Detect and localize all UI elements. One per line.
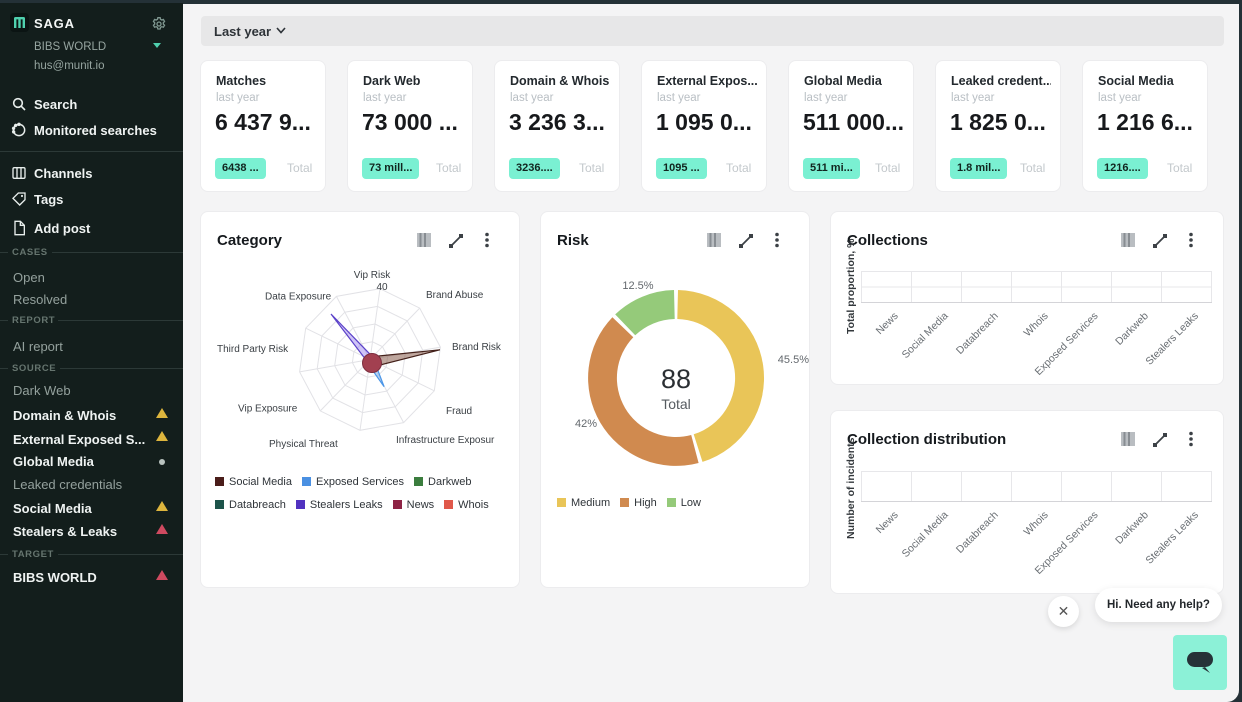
svg-text:Brand Risk: Brand Risk: [452, 342, 502, 353]
svg-text:88: 88: [661, 364, 691, 394]
svg-text:Brand Abuse: Brand Abuse: [426, 290, 484, 301]
svg-text:Physical Threat: Physical Threat: [269, 439, 338, 450]
svg-text:Third Party Risk: Third Party Risk: [217, 344, 289, 355]
svg-text:Total: Total: [661, 396, 691, 412]
svg-text:Data Exposure: Data Exposure: [265, 292, 332, 303]
svg-text:Infrastructure Exposur: Infrastructure Exposur: [396, 435, 495, 446]
svg-text:Vip Risk: Vip Risk: [354, 270, 391, 281]
svg-text:12.5%: 12.5%: [622, 280, 653, 292]
svg-text:42%: 42%: [575, 418, 597, 430]
svg-text:Vip Exposure: Vip Exposure: [238, 404, 298, 415]
svg-text:45.5%: 45.5%: [778, 354, 809, 366]
svg-text:Fraud: Fraud: [446, 406, 472, 417]
svg-text:40: 40: [376, 282, 388, 293]
